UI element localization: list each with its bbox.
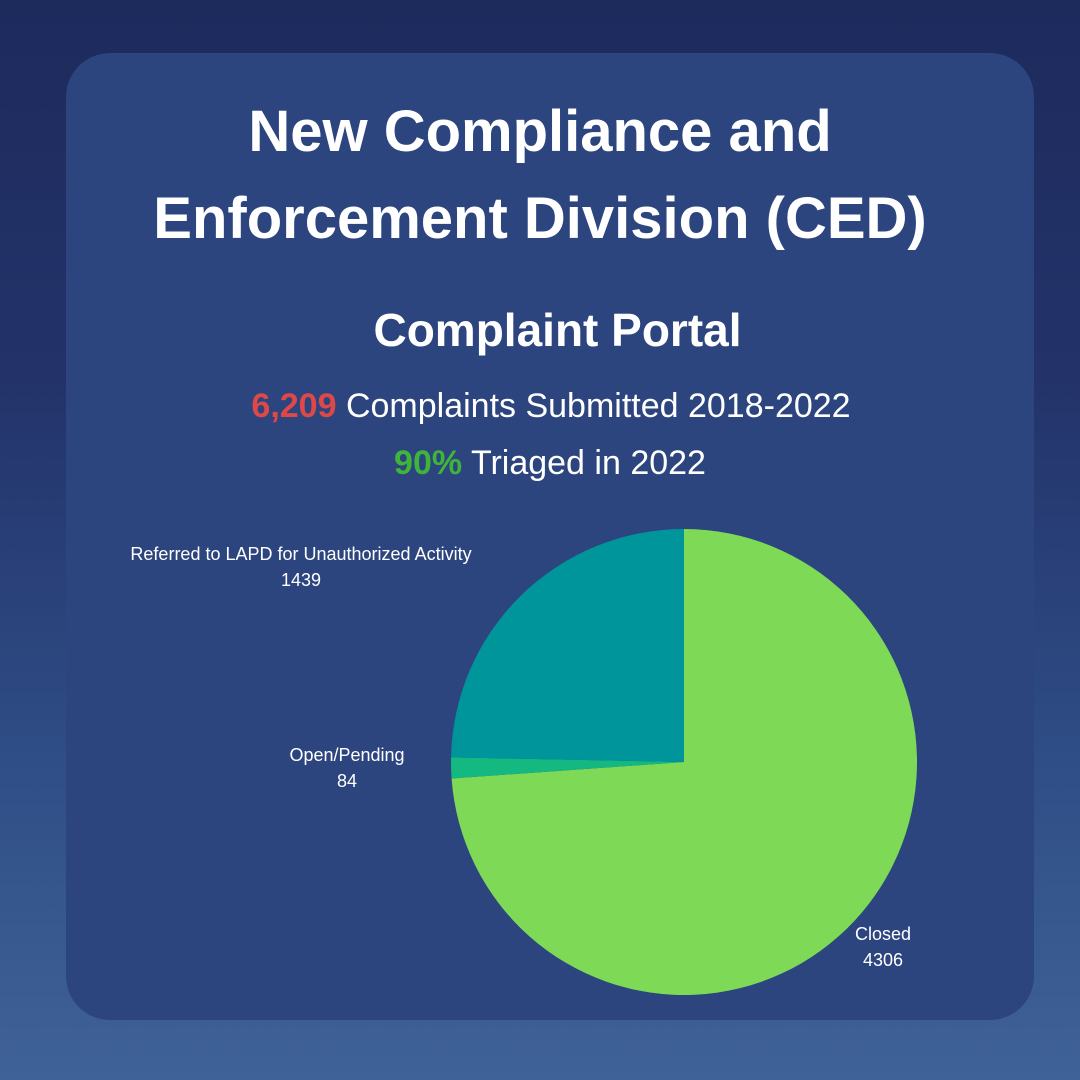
triaged-text: Triaged in 2022: [462, 444, 706, 482]
title-line-1: New Compliance and: [248, 99, 832, 164]
pie-slice-closed: [451, 529, 917, 995]
slice-value: 84: [337, 771, 357, 791]
slice-label: Referred to LAPD for Unauthorized Activi…: [130, 544, 471, 564]
submitted-count: 6,209: [251, 387, 337, 425]
triaged-stat: 90% Triaged in 2022: [0, 441, 1080, 485]
title-line-2: Enforcement Division (CED): [153, 186, 927, 251]
slice-value: 1439: [281, 570, 321, 590]
page-title: New Compliance and Enforcement Division …: [0, 88, 1080, 262]
slice-label: Open/Pending: [289, 745, 404, 765]
page-subtitle: Complaint Portal: [373, 304, 742, 356]
slice-value: 4306: [863, 950, 903, 970]
submitted-stat: 6,209 Complaints Submitted 2018-2022: [0, 384, 1080, 428]
pie-slice-open-pending: [450, 757, 684, 779]
pie-slice-referred-to-lapd-for-unauthorized-activity: [451, 529, 684, 762]
submitted-text: Complaints Submitted 2018-2022: [336, 387, 851, 425]
triaged-percent: 90%: [394, 444, 463, 482]
slice-label: Closed: [855, 924, 911, 944]
